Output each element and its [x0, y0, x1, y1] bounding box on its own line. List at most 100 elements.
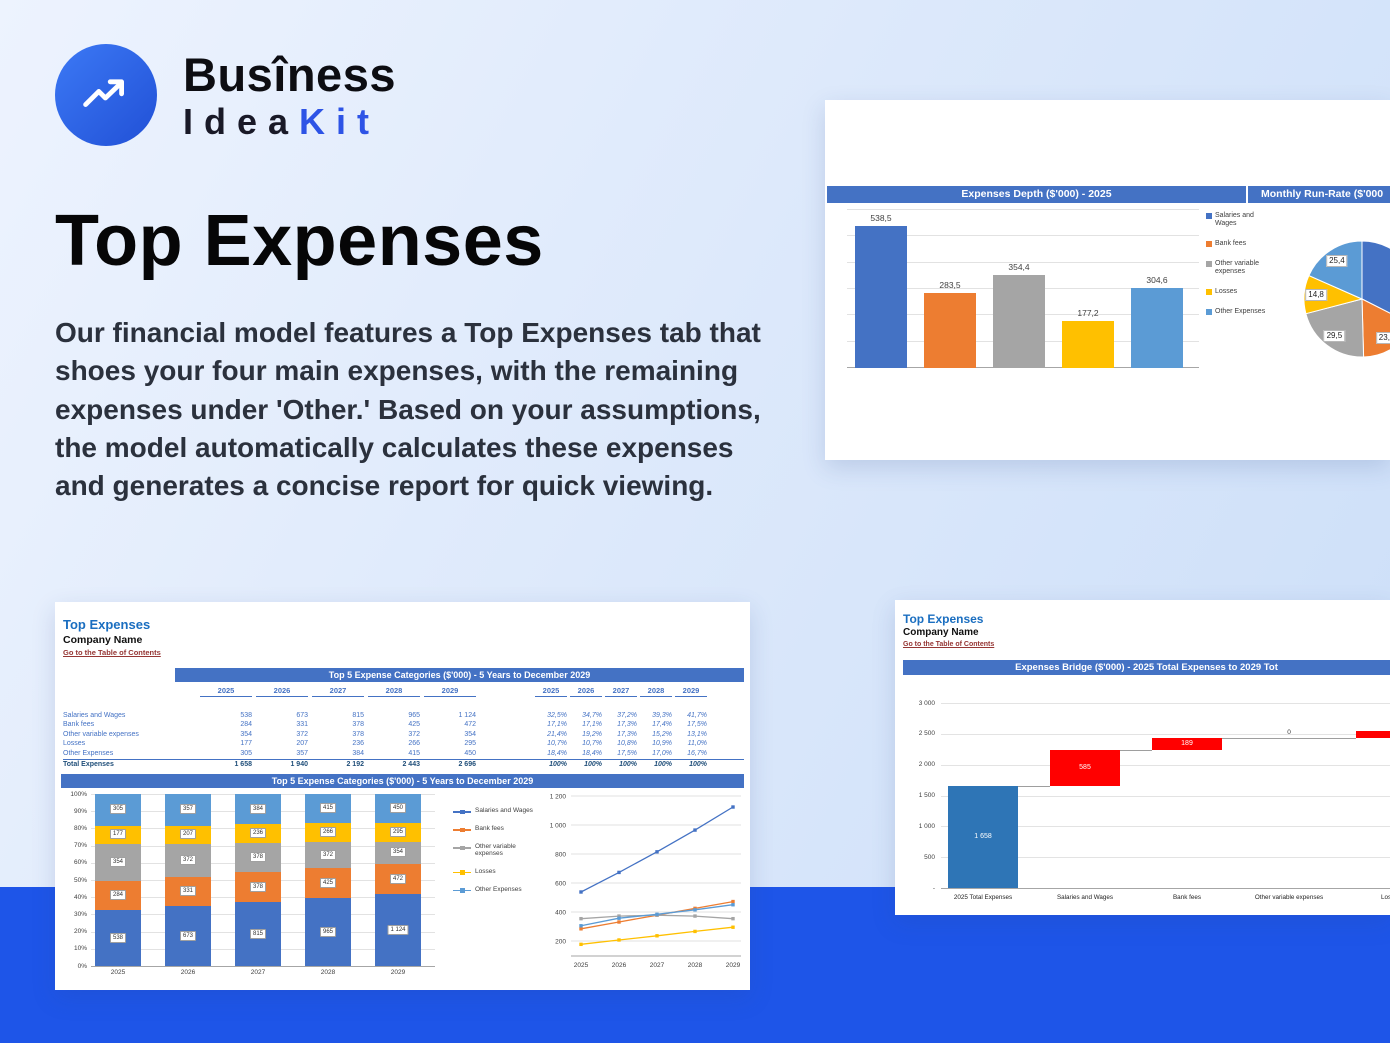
table-value: 378	[352, 721, 364, 729]
screenshot-card-expenses-depth: Expenses Depth ($'000) - 2025 Monthly Ru…	[825, 100, 1390, 460]
legend-marker	[453, 844, 471, 851]
toc-link[interactable]: Go to the Table of Contents	[63, 648, 161, 657]
table-pct: 10,9%	[652, 740, 672, 748]
legend-dot	[460, 845, 465, 850]
pie-svg	[1303, 240, 1390, 358]
table-pct: 21,4%	[547, 730, 567, 738]
table-value: 266	[408, 740, 420, 748]
y-axis-tick: 2 500	[918, 730, 935, 738]
table-row-label: Bank fees	[63, 721, 95, 729]
segment-value-label: 177	[109, 829, 127, 840]
table-year-header: 2025	[200, 686, 252, 697]
y-axis-tick: 1 000	[550, 822, 567, 829]
segment-value-label: 450	[389, 802, 407, 813]
y-axis-tick: 800	[555, 851, 566, 858]
table-total-pct: 100%	[549, 760, 567, 768]
segment-value-label: 1 124	[387, 924, 409, 935]
chart-header-expenses-bridge: Expenses Bridge ($'000) - 2025 Total Exp…	[903, 660, 1390, 675]
series-line	[580, 806, 734, 893]
legend-item: Salaries and Wages	[453, 807, 533, 815]
waterfall-bar	[1050, 749, 1120, 786]
pie-value-label: 29,5	[1323, 329, 1346, 342]
legend-item: Other Expenses	[1206, 308, 1272, 316]
legend-dot	[460, 809, 465, 814]
y-axis-tick: 40%	[73, 893, 87, 901]
point-marker	[617, 938, 621, 942]
chart-header-top5: Top 5 Expense Categories ($'000) - 5 Yea…	[61, 774, 744, 788]
toc-link[interactable]: Go to the Table of Contents	[903, 641, 995, 648]
legend-item: Other Expenses	[453, 886, 533, 894]
x-axis-tick: 2028	[688, 962, 703, 969]
grid-line	[847, 261, 1199, 263]
table-year-header: 2025	[535, 686, 567, 697]
pie-slice	[1361, 240, 1390, 314]
table-value: 965	[408, 712, 420, 719]
y-axis-tick: 600	[555, 880, 566, 887]
table-year-header: 2028	[640, 686, 672, 697]
table-pct: 17,1%	[547, 721, 567, 729]
legend-dot	[460, 870, 465, 875]
table-total-value: 2 443	[402, 760, 420, 768]
brand-wordmark: Busîness IdeaKit	[183, 51, 396, 140]
table-pct: 11,0%	[687, 740, 707, 748]
legend-swatch	[1206, 261, 1212, 268]
depth-bar	[1062, 321, 1114, 368]
y-axis-tick: 1 200	[550, 793, 567, 800]
point-marker	[617, 914, 621, 918]
table-value: 236	[352, 740, 364, 748]
table-value: 815	[352, 712, 364, 719]
expenses-depth-bar-chart: 538,5 283,5 354,4 177,2 304,6	[847, 209, 1199, 368]
y-axis-tick: 0%	[77, 962, 87, 970]
table-value: 425	[408, 721, 420, 729]
legend-marker	[453, 808, 471, 815]
segment-value-label: 815	[249, 928, 267, 939]
point-marker	[655, 850, 659, 854]
pie-labels: 44,923,629,514,825,4	[1287, 224, 1390, 374]
y-axis-tick: 1 500	[918, 792, 935, 799]
stacked-chart-y-axis: 100% 90% 80% 70% 60% 50% 40% 30% 20% 10% 0%	[59, 791, 87, 970]
point-marker	[579, 924, 583, 928]
point-marker	[579, 942, 583, 947]
pie-value-label: 25,4	[1326, 254, 1348, 267]
table-pct: 10,7%	[547, 740, 567, 748]
sheet-company-name: Company Name	[63, 634, 143, 646]
table-pct: 17,0%	[652, 749, 672, 757]
y-axis-tick: 200	[555, 938, 566, 945]
legend-marker	[453, 869, 471, 876]
legend-label: Other variable expenses	[1215, 260, 1259, 276]
table-total-value: 1 658	[234, 760, 252, 768]
segment-value-label: 372	[319, 849, 337, 860]
table-value: 472	[464, 721, 476, 729]
x-axis-tick: 2028	[320, 969, 336, 976]
legend-marker	[453, 826, 471, 833]
x-axis-tick: Other variable expenses	[1254, 894, 1324, 901]
brand-logo-circle	[55, 44, 157, 146]
segment-value-label: 378	[249, 881, 267, 892]
expenses-bridge-waterfall-chart: 3 000 2 500 2 000 1 500 1 000 500 - 1 658 2025 T…	[895, 600, 1390, 915]
segment-value-label: 965	[319, 926, 337, 937]
legend-label: Bank fees	[475, 825, 504, 832]
x-axis-tick: 2025	[110, 969, 126, 976]
x-axis-tick: Bank fees	[1172, 894, 1201, 901]
table-year-header: 2026	[256, 686, 308, 697]
legend-swatch	[1206, 241, 1212, 248]
x-axis-tick: 2027	[250, 969, 266, 976]
x-axis-tick: Salaries and Wages	[1056, 894, 1114, 901]
table-row-label: Salaries and Wages	[63, 712, 126, 719]
connector-line	[1018, 785, 1050, 787]
page-title: Top Expenses	[55, 201, 544, 281]
table-value: 1 124	[458, 712, 476, 719]
y-axis-tick: -	[932, 884, 935, 892]
legend-swatch	[1206, 213, 1212, 219]
grid-line	[847, 209, 1199, 210]
grid-line	[941, 795, 1390, 797]
point-marker	[731, 916, 735, 921]
segment-value-label: 415	[319, 803, 337, 814]
table-pct: 10,7%	[582, 740, 602, 748]
connector-line	[1222, 738, 1254, 739]
segment-value-label: 357	[179, 804, 197, 815]
legend-swatch	[1206, 289, 1212, 296]
y-axis-tick: 1 000	[918, 822, 935, 830]
table-total-value: 2 192	[346, 760, 364, 768]
screenshot-card-top5-expenses: Top Expenses Company Name Go to the Tabl…	[55, 602, 750, 990]
